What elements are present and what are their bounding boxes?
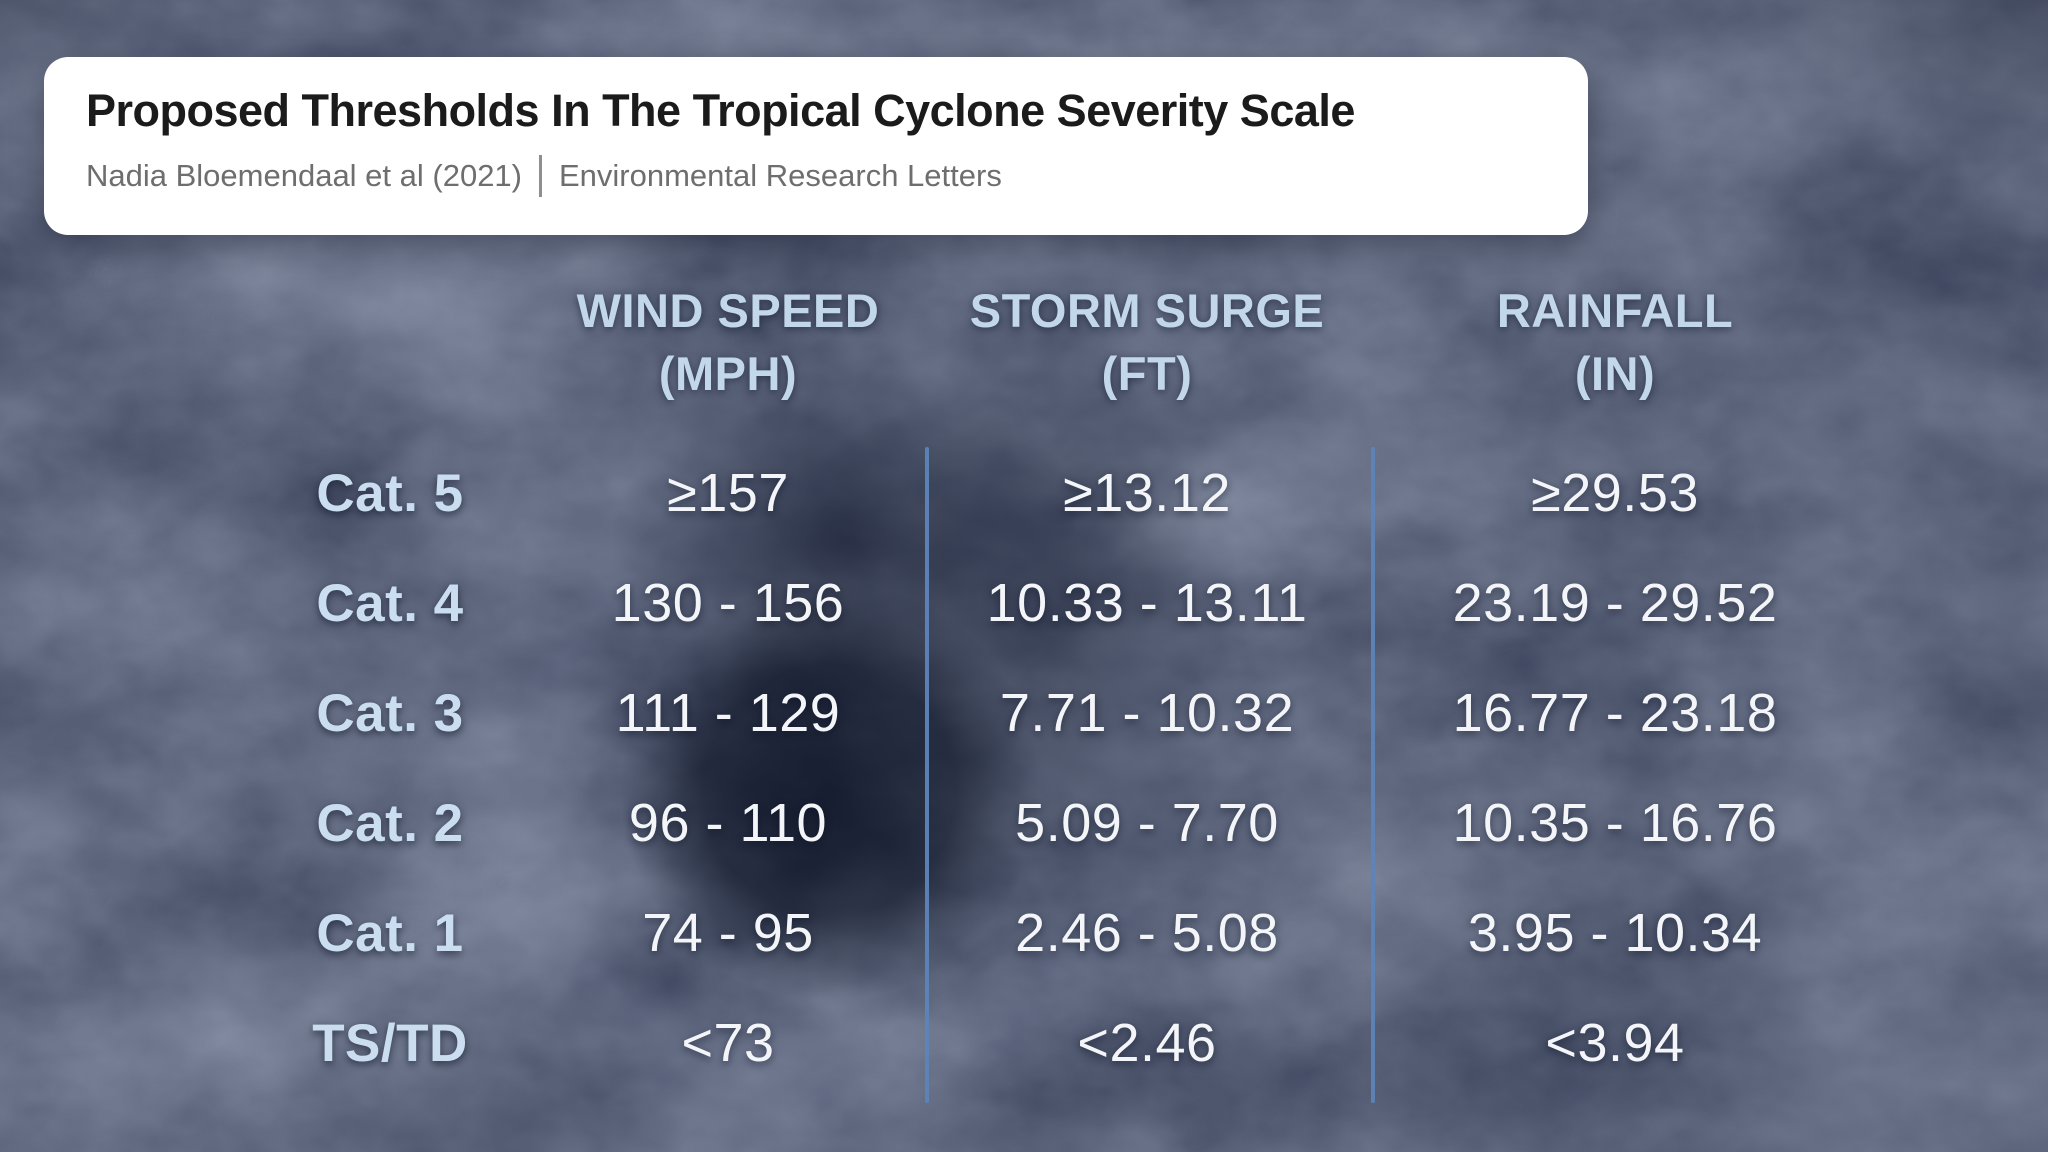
cell-cat3-storm-surge: 7.71 - 10.32: [999, 683, 1295, 743]
cell-cat4-storm-surge: 10.33 - 13.11: [986, 573, 1308, 633]
byline-separator: [539, 154, 542, 197]
byline: Nadia Bloemendaal et al (2021) Environme…: [86, 154, 1546, 197]
cell-tstd-rainfall: <3.94: [1545, 1013, 1685, 1073]
column-header-storm-surge: STORM SURGE (FT): [970, 280, 1325, 406]
column-header-unit: (MPH): [658, 347, 798, 400]
cell-cat2-rainfall: 10.35 - 16.76: [1452, 793, 1778, 853]
byline-credit: Nadia Bloemendaal et al (2021): [86, 157, 522, 193]
row-label-cat-3: Cat. 3: [316, 683, 464, 743]
cell-cat3-wind-speed: 111 - 129: [615, 683, 841, 743]
cell-tstd-wind-speed: <73: [681, 1013, 775, 1073]
column-header-wind-speed: WIND SPEED (MPH): [577, 280, 880, 406]
cell-cat2-wind-speed: 96 - 110: [628, 793, 828, 853]
cell-cat5-storm-surge: ≥13.12: [1063, 463, 1231, 523]
cell-cat5-wind-speed: ≥157: [667, 463, 789, 523]
column-header-unit: (IN): [1574, 347, 1656, 400]
cell-cat3-rainfall: 16.77 - 23.18: [1452, 683, 1778, 743]
column-header-name: RAINFALL: [1496, 284, 1734, 338]
cell-cat4-rainfall: 23.19 - 29.52: [1452, 573, 1778, 633]
cell-cat1-wind-speed: 74 - 95: [642, 903, 814, 963]
byline-publication: Environmental Research Letters: [559, 157, 1002, 193]
row-label-cat-4: Cat. 4: [316, 573, 464, 633]
column-header-rainfall: RAINFALL (IN): [1497, 280, 1733, 406]
row-label-cat-2: Cat. 2: [316, 793, 464, 853]
column-header-name: WIND SPEED: [576, 284, 880, 338]
cell-cat4-wind-speed: 130 - 156: [611, 573, 845, 633]
row-label-ts-td: TS/TD: [312, 1013, 468, 1073]
cell-tstd-storm-surge: <2.46: [1077, 1013, 1217, 1073]
row-label-cat-5: Cat. 5: [316, 463, 464, 523]
title-card: Proposed Thresholds In The Tropical Cycl…: [44, 57, 1588, 235]
cell-cat2-storm-surge: 5.09 - 7.70: [1015, 793, 1279, 853]
column-header-name: STORM SURGE: [969, 284, 1325, 338]
severity-table: WIND SPEED (MPH) STORM SURGE (FT) RAINFA…: [220, 248, 1832, 1098]
column-divider-1: [925, 447, 929, 1103]
page-title: Proposed Thresholds In The Tropical Cycl…: [86, 85, 1355, 136]
cell-cat1-rainfall: 3.95 - 10.34: [1467, 903, 1763, 963]
cell-cat5-rainfall: ≥29.53: [1531, 463, 1699, 523]
cell-cat1-storm-surge: 2.46 - 5.08: [1015, 903, 1279, 963]
column-header-unit: (FT): [1101, 347, 1193, 400]
row-label-cat-1: Cat. 1: [316, 903, 464, 963]
column-divider-2: [1371, 447, 1375, 1103]
